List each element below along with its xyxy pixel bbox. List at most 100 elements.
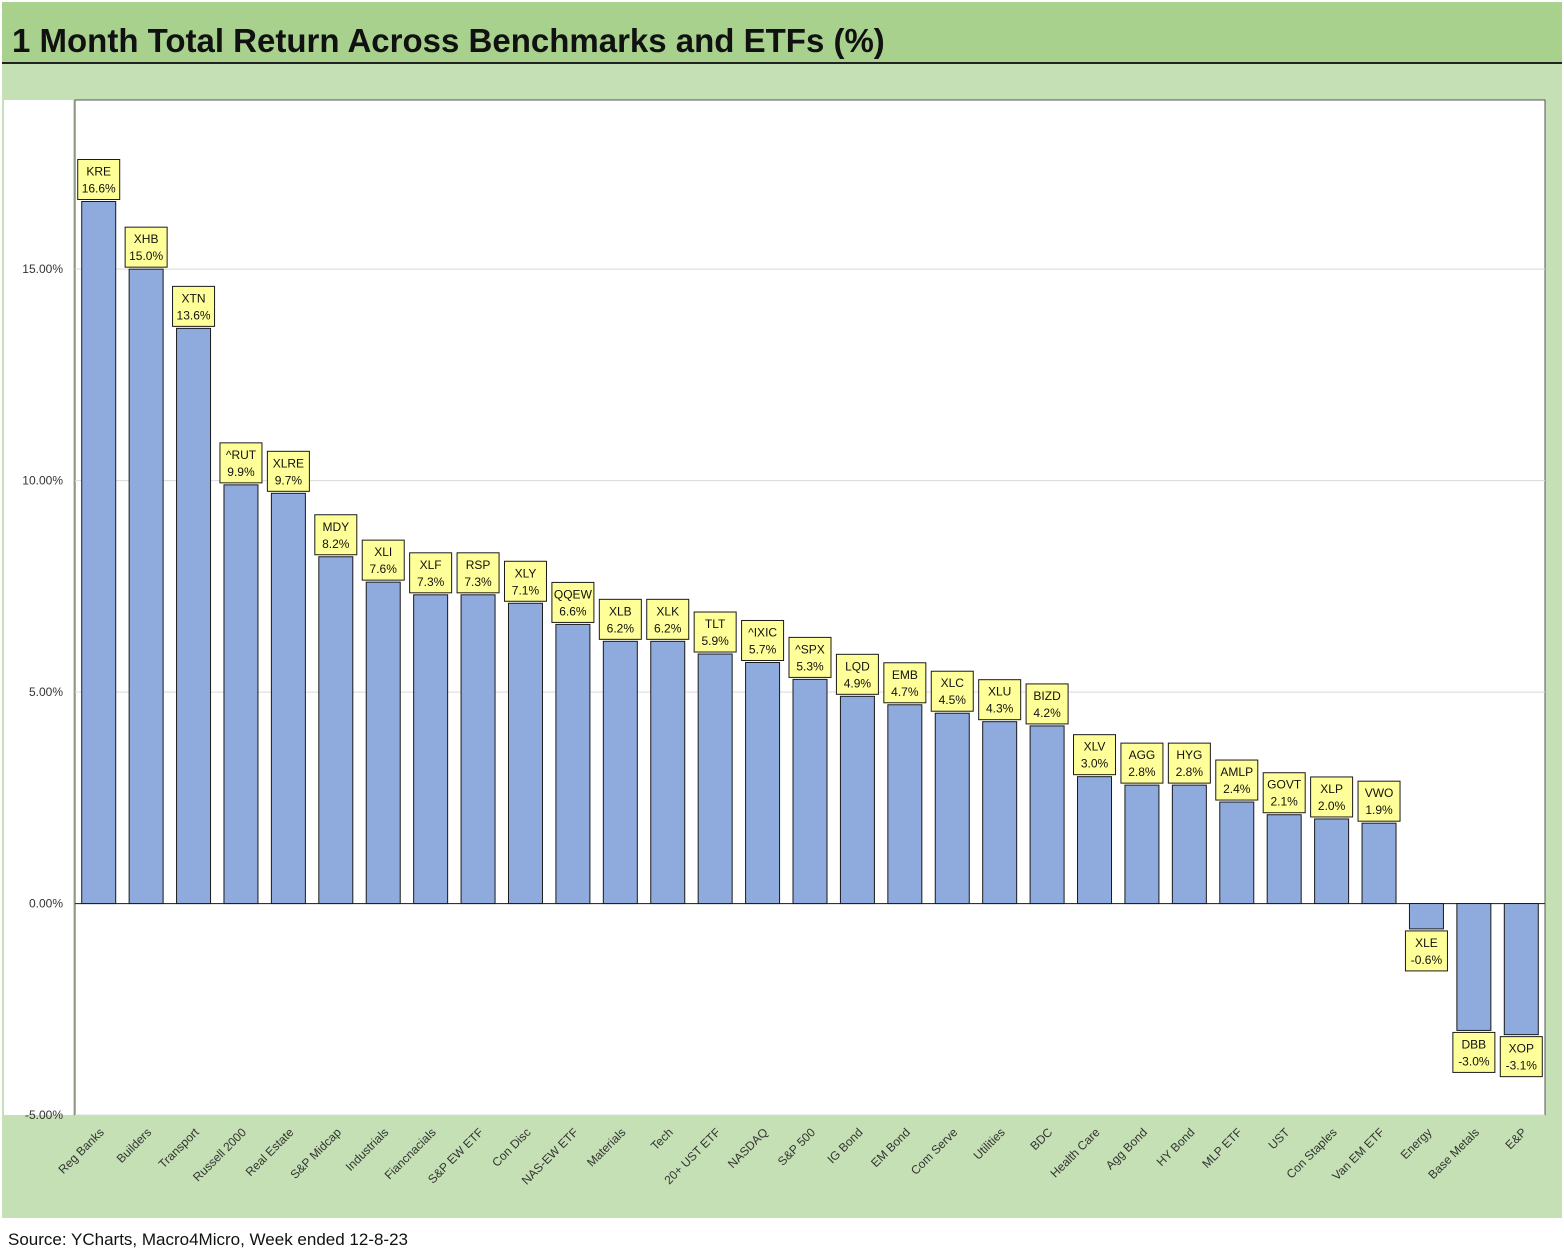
bar: [1219, 801, 1255, 905]
data-label-ticker: XLU: [988, 685, 1011, 699]
data-label-value: 5.9%: [701, 634, 729, 648]
data-label-value: 9.9%: [227, 465, 255, 479]
data-label-value: 4.7%: [891, 685, 919, 699]
data-label-ticker: XLV: [1084, 740, 1106, 754]
y-tick-label: 10.00%: [22, 474, 63, 488]
x-tick-label: UST: [1265, 1125, 1292, 1152]
bar: [1361, 822, 1397, 905]
bar: [1456, 903, 1492, 1031]
x-tick-label: Health Care: [1047, 1125, 1102, 1180]
data-label-value: 4.3%: [986, 702, 1014, 716]
x-tick-label: HY Bond: [1154, 1125, 1198, 1169]
data-label-value: 4.2%: [1033, 706, 1061, 720]
data-label-box: [361, 539, 405, 581]
y-axis-strip: [4, 100, 73, 1115]
data-label-ticker: BIZD: [1033, 689, 1061, 703]
data-label-box: [1120, 742, 1164, 784]
data-label-ticker: XLF: [420, 558, 442, 572]
data-label-box: [646, 598, 690, 640]
data-label-box: [1262, 772, 1306, 814]
data-label-box: [930, 670, 974, 712]
data-label-value: 2.8%: [1176, 765, 1204, 779]
data-label-ticker: XLK: [656, 604, 679, 618]
data-label-value: 15.0%: [129, 249, 163, 263]
data-label-ticker: KRE: [86, 165, 111, 179]
x-tick-label: Reg Banks: [55, 1125, 106, 1176]
data-label-ticker: XOP: [1509, 1042, 1534, 1056]
bar: [1171, 784, 1207, 905]
data-label-box: [1215, 759, 1259, 801]
x-tick-label: Agg Bond: [1103, 1125, 1150, 1172]
y-tick-label: 15.00%: [22, 262, 63, 276]
data-label-value: -3.1%: [1506, 1059, 1538, 1073]
data-label-value: -3.0%: [1458, 1054, 1490, 1068]
data-label-value: 7.3%: [417, 575, 445, 589]
title-bar: 1 Month Total Return Across Benchmarks a…: [2, 2, 1562, 64]
data-label-value: 2.8%: [1128, 765, 1156, 779]
bar: [934, 712, 970, 905]
data-label-value: 2.4%: [1223, 782, 1251, 796]
data-label-value: 2.1%: [1271, 795, 1299, 809]
data-label-value: -0.6%: [1411, 953, 1443, 967]
x-tick-label: S&P 500: [775, 1125, 818, 1168]
data-label-ticker: ^IXIC: [748, 625, 777, 639]
bar: [128, 268, 164, 905]
bar: [270, 492, 306, 905]
data-label-ticker: XLRE: [273, 456, 304, 470]
data-label-value: 4.9%: [844, 676, 872, 690]
data-label-ticker: XLE: [1415, 936, 1438, 950]
data-label-box: [551, 581, 595, 623]
bar: [650, 640, 686, 905]
data-label-ticker: XLB: [609, 604, 632, 618]
bar: [365, 581, 401, 905]
data-label-box: [1310, 776, 1354, 818]
data-label-box: [1357, 780, 1401, 822]
data-label-value: 5.7%: [749, 642, 777, 656]
data-label-ticker: XLI: [374, 545, 392, 559]
data-label-box: [503, 560, 547, 602]
y-tick-label: 5.00%: [29, 685, 63, 699]
bar: [745, 661, 781, 905]
data-label-box: [219, 442, 263, 484]
data-label-ticker: XLY: [515, 566, 537, 580]
bar: [318, 556, 354, 905]
data-label-ticker: QQEW: [554, 587, 593, 601]
data-label-box: [598, 598, 642, 640]
data-label-box: [978, 679, 1022, 721]
x-tick-label: Utilities: [971, 1125, 1008, 1162]
bar: [602, 640, 638, 905]
data-label-box: [883, 662, 927, 704]
data-label-box: [788, 636, 832, 678]
data-label-ticker: TLT: [705, 617, 726, 631]
data-label-value: 7.3%: [464, 575, 492, 589]
bar: [839, 695, 875, 905]
bar: [223, 484, 259, 905]
data-label-ticker: AGG: [1129, 748, 1156, 762]
data-label-box: [409, 552, 453, 594]
x-tick-label: Builders: [114, 1125, 155, 1166]
x-tick-label: Transport: [156, 1125, 202, 1171]
data-label-ticker: ^RUT: [226, 448, 257, 462]
x-tick-label: E&P: [1503, 1125, 1530, 1152]
bar: [1314, 818, 1350, 905]
data-label-value: 6.2%: [607, 621, 635, 635]
data-label-ticker: MDY: [322, 520, 349, 534]
bar: [792, 678, 828, 905]
x-tick-label: Base Metals: [1425, 1125, 1482, 1182]
data-label-ticker: XLC: [941, 676, 965, 690]
y-tick-label: 0.00%: [29, 897, 63, 911]
chart-title: 1 Month Total Return Across Benchmarks a…: [12, 22, 885, 59]
data-label-ticker: XHB: [134, 232, 159, 246]
data-label-ticker: VWO: [1365, 786, 1394, 800]
x-tick-label: Industrials: [343, 1125, 392, 1174]
data-label-value: 8.2%: [322, 537, 350, 551]
data-label-ticker: XLP: [1320, 782, 1343, 796]
data-label-box: [124, 226, 168, 268]
bar: [1077, 776, 1113, 905]
x-tick-label: Com Serve: [908, 1125, 961, 1178]
bar: [81, 201, 117, 905]
x-tick-label: Energy: [1398, 1125, 1435, 1162]
data-label-box: [266, 450, 310, 492]
data-label-box: [1404, 930, 1448, 972]
bar-chart: -5.00% 0.00% 5.00% 10.00% 15.00% KRE 16.6% Reg …: [4, 99, 1546, 1187]
